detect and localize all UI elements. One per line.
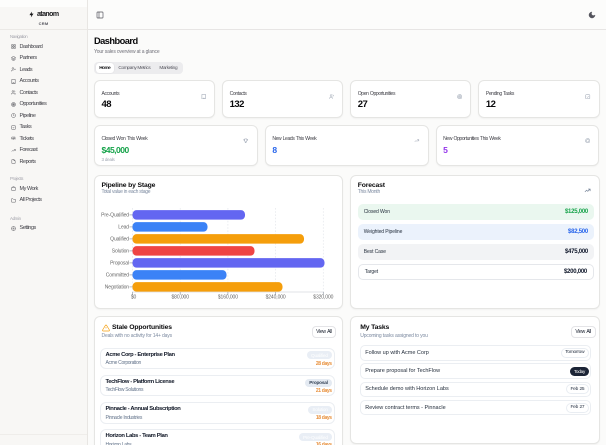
svg-text:Solution: Solution	[112, 248, 130, 254]
svg-text:Pre-Qualified: Pre-Qualified	[101, 212, 129, 218]
svg-text:$0: $0	[131, 294, 137, 300]
svg-text:Qualified: Qualified	[110, 236, 129, 242]
svg-text:Proposal: Proposal	[110, 260, 129, 266]
svg-text:$240,000: $240,000	[266, 294, 286, 300]
svg-text:Lead: Lead	[118, 224, 129, 230]
svg-text:$320,000: $320,000	[313, 294, 333, 300]
svg-text:Negotiation: Negotiation	[105, 284, 130, 290]
svg-text:$160,000: $160,000	[218, 294, 238, 300]
svg-text:$80,000: $80,000	[172, 294, 190, 300]
svg-text:Committed: Committed	[106, 272, 130, 278]
